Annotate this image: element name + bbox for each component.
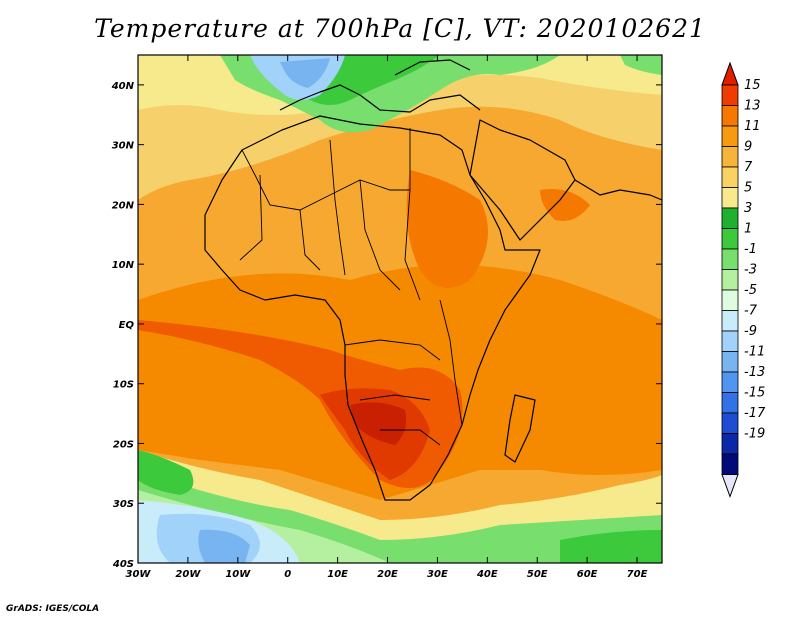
colorbar-segment — [721, 453, 739, 475]
colorbar-label: -9 — [744, 324, 757, 339]
country-borders — [239, 128, 463, 446]
lat-tick-label: 40N — [111, 81, 135, 92]
colorbar-bottom-triangle — [721, 474, 739, 498]
colorbar: 15 13 11 9 7 5 3 1 -1 -3 -5 -7 -9 -11 -13 -15 -17 -19 — [721, 61, 766, 498]
colorbar-segment — [721, 371, 739, 393]
colorbar-label: 5 — [744, 181, 752, 196]
colorbar-label: -15 — [744, 386, 765, 401]
lon-tick-label: 20W — [175, 569, 201, 580]
colorbar-segment — [721, 433, 739, 455]
lat-tick-label: 20S — [113, 439, 134, 450]
colorbar-label: 1 — [744, 222, 752, 237]
colorbar-segment — [721, 351, 739, 373]
colorbar-label: 3 — [744, 201, 752, 216]
lat-tick-label: 20N — [112, 200, 135, 211]
colorbar-segment — [721, 330, 739, 352]
lon-tick-label: 30W — [126, 569, 152, 580]
colorbar-top-triangle — [721, 61, 739, 86]
colorbar-segment — [721, 187, 739, 209]
colorbar-segment — [721, 412, 739, 434]
colorbar-segment — [721, 166, 739, 188]
coastlines — [204, 59, 662, 501]
lon-tick-label: 70E — [627, 569, 648, 580]
colorbar-label: -1 — [744, 242, 757, 257]
lat-tick-label: 10N — [112, 260, 135, 271]
colorbar-label: 11 — [744, 119, 761, 134]
colorbar-segment — [721, 248, 739, 270]
colorbar-label: -11 — [744, 345, 765, 360]
grads-credit: GrADS: IGES/COLA — [6, 604, 100, 614]
temperature-field — [138, 55, 662, 563]
lon-tick-label: 10W — [225, 569, 251, 580]
colorbar-label: -17 — [744, 406, 766, 421]
lon-tick-label: 10E — [327, 569, 348, 580]
lat-tick-label: 30N — [112, 141, 135, 152]
lon-tick-label: 30E — [427, 569, 448, 580]
colorbar-segment — [721, 146, 739, 168]
map-frame — [137, 54, 663, 564]
colorbar-segment — [721, 392, 739, 414]
longitude-axis: 30W 20W 10W 0 10E 20E 30E 40E 50E 60E 70E — [126, 55, 648, 580]
colorbar-segment — [721, 125, 739, 147]
lon-tick-label: 20E — [377, 569, 398, 580]
colorbar-label: 9 — [744, 140, 752, 155]
colorbar-segment — [721, 207, 739, 229]
colorbar-segment — [721, 310, 739, 332]
colorbar-segment — [721, 228, 739, 250]
colorbar-label: -3 — [744, 263, 757, 278]
lat-tick-label: 30S — [113, 499, 134, 510]
lon-tick-label: 0 — [284, 569, 291, 580]
lon-tick-label: 50E — [527, 569, 548, 580]
colorbar-label: -7 — [744, 304, 758, 319]
colorbar-segment — [721, 84, 739, 106]
lat-tick-label: EQ — [119, 320, 135, 331]
colorbar-segment — [721, 269, 739, 291]
colorbar-label: 13 — [744, 99, 761, 114]
lat-tick-label: 10S — [113, 380, 134, 391]
colorbar-label: 7 — [744, 160, 753, 175]
colorbar-segment — [721, 289, 739, 311]
colorbar-label: -13 — [744, 365, 765, 380]
lon-tick-label: 40E — [476, 569, 498, 580]
map-title: Temperature at 700hPa [C], VT: 202010262… — [94, 14, 706, 43]
latitude-axis: 40N 30N 20N 10N EQ 10S 20S 30S 40S — [111, 81, 662, 570]
colorbar-label: 15 — [744, 78, 761, 93]
lat-tick-label: 40S — [112, 559, 134, 570]
colorbar-segment — [721, 105, 739, 127]
colorbar-label: -19 — [744, 427, 765, 442]
lon-tick-label: 60E — [577, 569, 598, 580]
colorbar-label: -5 — [744, 283, 757, 298]
